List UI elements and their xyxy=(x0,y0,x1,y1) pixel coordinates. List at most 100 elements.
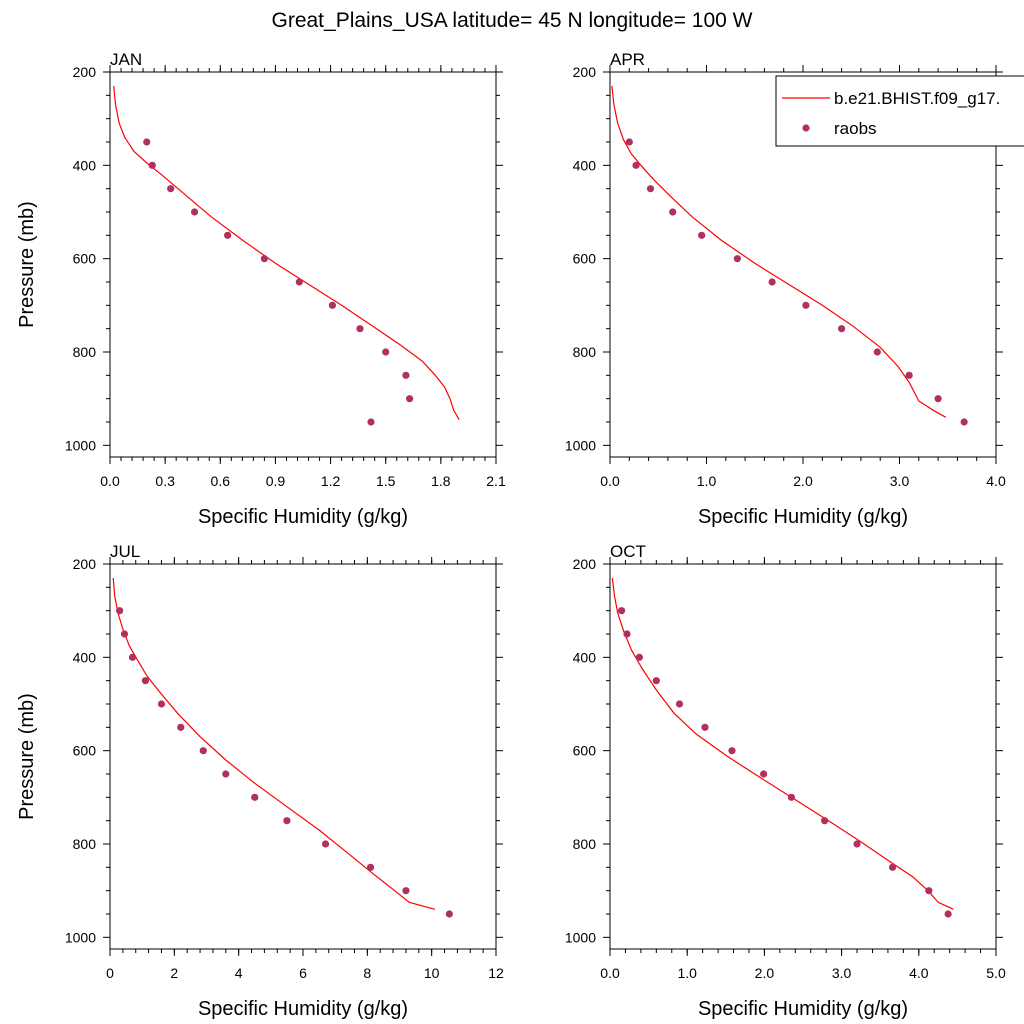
raobs-point xyxy=(141,677,149,685)
x-axis-label: Specific Humidity (g/kg) xyxy=(198,998,408,1020)
raobs-point xyxy=(802,301,810,309)
chart-panel-oct: OCT 0.0 1.0 2.0 3.0 4.0 5.0 200 400 600 800 1000 Spe… xyxy=(565,542,1006,1020)
x-tick-label: 0.0 xyxy=(600,965,620,981)
x-tick-label: 5.0 xyxy=(986,965,1006,981)
raobs-point xyxy=(632,161,640,169)
x-tick-label: 10 xyxy=(424,965,440,981)
y-tick-label: 800 xyxy=(73,836,97,852)
plot-frame xyxy=(109,563,497,950)
x-tick-label: 0 xyxy=(106,965,114,981)
chart-panel-apr: APR 0.0 1.0 2.0 3.0 4.0 200 400 600 800 1000 Specif… xyxy=(565,50,1024,528)
raobs-point xyxy=(625,138,633,146)
raobs-point xyxy=(635,653,643,661)
model-profile-line xyxy=(112,577,436,910)
y-axis-label: Pressure (mb) xyxy=(16,201,38,328)
plot-frame xyxy=(609,563,997,950)
raobs-point xyxy=(944,910,952,918)
raobs-point xyxy=(888,863,897,871)
x-tick-label: 3.0 xyxy=(890,473,910,489)
raobs-point xyxy=(283,817,291,825)
raobs-point xyxy=(167,185,175,193)
raobs-point xyxy=(148,161,156,169)
y-tick-label: 600 xyxy=(73,743,97,759)
raobs-point xyxy=(733,255,741,263)
panel-title: OCT xyxy=(610,542,646,561)
raobs-point xyxy=(328,301,337,309)
raobs-point xyxy=(669,208,677,216)
x-tick-label: 0.3 xyxy=(155,473,175,489)
x-tick-label: 4.0 xyxy=(986,473,1006,489)
raobs-point xyxy=(652,677,660,685)
raobs-point xyxy=(646,185,655,193)
raobs-point xyxy=(177,723,185,731)
legend-dot-swatch xyxy=(802,124,810,132)
y-tick-label: 800 xyxy=(573,836,597,852)
y-tick-label: 400 xyxy=(73,157,97,173)
raobs-point xyxy=(925,887,933,895)
legend-model-label: b.e21.BHIST.f09_g17. xyxy=(834,89,1000,108)
y-tick-label: 200 xyxy=(73,556,97,572)
raobs-point xyxy=(838,325,846,333)
raobs-point xyxy=(190,208,199,216)
raobs-point xyxy=(366,863,375,871)
y-tick-label: 200 xyxy=(573,556,597,572)
raobs-point xyxy=(873,348,881,356)
y-tick-label: 600 xyxy=(573,743,597,759)
y-axis-label: Pressure (mb) xyxy=(16,693,38,820)
plot-frame xyxy=(109,71,497,458)
raobs-point xyxy=(222,770,230,778)
x-tick-label: 2.1 xyxy=(486,473,506,489)
y-tick-label: 600 xyxy=(73,251,97,267)
model-profile-line xyxy=(611,85,947,418)
legend-box xyxy=(775,75,1024,147)
x-tick-label: 3.0 xyxy=(832,965,852,981)
y-tick-label: 1000 xyxy=(65,929,96,945)
raobs-point xyxy=(157,700,166,708)
y-tick-label: 800 xyxy=(573,344,597,360)
raobs-point xyxy=(728,747,736,755)
x-tick-label: 1.5 xyxy=(376,473,396,489)
raobs-point xyxy=(367,418,375,426)
x-tick-label: 1.0 xyxy=(697,473,717,489)
raobs-point xyxy=(356,325,364,333)
x-tick-label: 0.0 xyxy=(100,473,120,489)
raobs-point xyxy=(445,910,453,918)
x-tick-label: 12 xyxy=(488,965,504,981)
x-axis-label: Specific Humidity (g/kg) xyxy=(698,506,908,528)
raobs-point xyxy=(321,840,330,848)
raobs-point xyxy=(853,840,861,848)
raobs-point xyxy=(402,887,410,895)
raobs-point xyxy=(821,817,829,825)
panel-title: JAN xyxy=(110,50,142,69)
raobs-point xyxy=(120,630,129,638)
x-tick-label: 2.0 xyxy=(755,965,775,981)
x-axis-label: Specific Humidity (g/kg) xyxy=(198,506,408,528)
x-tick-label: 2 xyxy=(170,965,178,981)
raobs-point xyxy=(623,630,631,638)
raobs-point xyxy=(116,607,124,615)
x-tick-label: 0.0 xyxy=(600,473,620,489)
raobs-point xyxy=(960,418,968,426)
x-tick-label: 2.0 xyxy=(793,473,813,489)
legend: b.e21.BHIST.f09_g17.raobs xyxy=(775,75,1024,147)
x-tick-label: 0.9 xyxy=(266,473,286,489)
raobs-point xyxy=(260,255,268,263)
raobs-point xyxy=(128,653,137,661)
raobs-point xyxy=(224,231,232,239)
raobs-point xyxy=(251,793,259,801)
y-tick-label: 400 xyxy=(573,649,597,665)
raobs-point xyxy=(905,371,913,379)
raobs-point xyxy=(698,231,706,239)
model-profile-line xyxy=(113,85,460,421)
raobs-point xyxy=(382,348,390,356)
model-profile-line xyxy=(611,577,954,910)
panel-title: APR xyxy=(610,50,645,69)
y-tick-label: 400 xyxy=(573,157,597,173)
raobs-point xyxy=(760,770,768,778)
y-tick-label: 200 xyxy=(573,64,597,80)
raobs-point xyxy=(143,138,151,146)
x-tick-label: 1.2 xyxy=(321,473,341,489)
raobs-point xyxy=(675,700,684,708)
raobs-point xyxy=(617,607,626,615)
